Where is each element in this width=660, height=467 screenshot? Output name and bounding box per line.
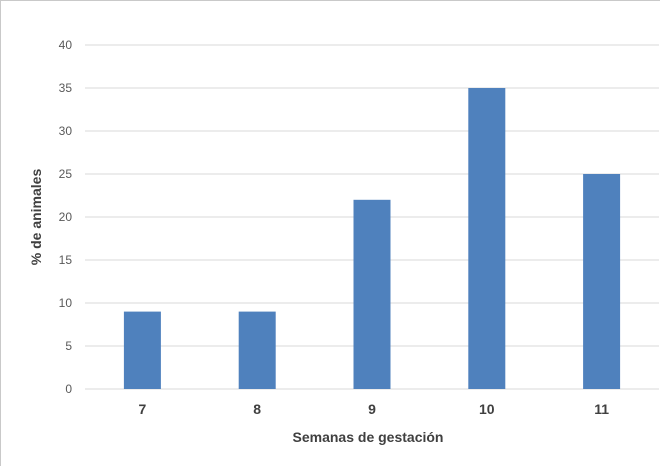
y-tick-label: 15 [59, 253, 73, 267]
bar-8 [238, 311, 276, 389]
x-tick-label: 8 [253, 401, 261, 417]
y-tick-label: 10 [59, 296, 73, 310]
y-tick-label: 25 [59, 167, 73, 181]
y-tick-label: 35 [59, 81, 73, 95]
y-axis-ticks: 0 5 10 15 20 25 30 35 40 [59, 38, 73, 396]
y-tick-label: 40 [59, 38, 73, 52]
x-tick-label: 10 [479, 401, 495, 417]
x-tick-label: 7 [139, 401, 147, 417]
y-tick-label: 0 [65, 382, 72, 396]
bars [123, 88, 621, 389]
y-tick-label: 5 [65, 339, 72, 353]
x-tick-label: 9 [368, 401, 376, 417]
bar-11 [583, 174, 621, 389]
y-axis-title: % de animales [28, 169, 44, 266]
bar-9 [353, 199, 391, 389]
y-tick-label: 30 [59, 124, 73, 138]
x-axis-ticks: 7 8 9 10 11 [139, 401, 610, 417]
x-axis-title: Semanas de gestación [293, 429, 444, 445]
x-tick-label: 11 [594, 401, 609, 417]
bar-10 [468, 88, 506, 389]
bar-7 [123, 311, 161, 389]
y-tick-label: 20 [59, 210, 73, 224]
